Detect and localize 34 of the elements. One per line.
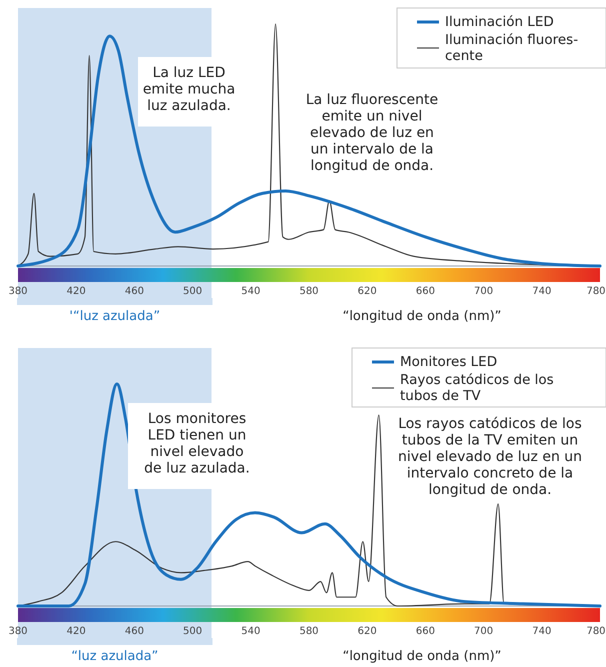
x-tick-label: 580: [299, 626, 319, 637]
x-tick-label: 780: [586, 286, 606, 297]
x-tick-label: 500: [183, 626, 202, 637]
legend-label: Iluminación LED: [445, 14, 554, 30]
annotation: Los rayos catódicos de los tubos de la TV emiten un nivel elevado de luz en un intervalo concreto de la longitud de onda.: [398, 416, 582, 498]
x-tick-label: 540: [241, 286, 260, 297]
annotation: Los monitores LED tienen un nivel elevado de luz azulada.: [144, 411, 250, 477]
x-tick-label: 380: [8, 626, 28, 637]
x-tick-label: 540: [241, 626, 260, 637]
x-axis-title: “longitud de onda (nm)”: [342, 309, 502, 324]
x-tick-label: 460: [124, 626, 144, 637]
x-tick-label: 700: [474, 626, 494, 637]
band-label: '“luz azulada”: [69, 309, 160, 324]
x-tick-label: 380: [8, 286, 28, 297]
legend-label: Monitores LED: [400, 354, 498, 370]
x-tick-label: 460: [124, 286, 144, 297]
x-tick-label: 740: [532, 626, 552, 637]
annotation: La luz LED emite mucha luz azulada.: [142, 65, 236, 114]
x-tick-label: 660: [416, 626, 435, 637]
x-tick-label: 740: [532, 286, 552, 297]
x-tick-label: 420: [66, 286, 86, 297]
x-tick-label: 420: [66, 626, 86, 637]
x-tick-label: 620: [358, 286, 377, 297]
x-tick-label: 620: [358, 626, 377, 637]
legend-label: Rayos catódicos de los tubos de TV: [400, 372, 554, 404]
x-tick-label: 660: [416, 286, 435, 297]
legend-label: Iluminación fluores- cente: [445, 32, 578, 64]
x-tick-label: 700: [474, 286, 494, 297]
x-tick-label: 500: [183, 286, 202, 297]
x-tick-label: 780: [586, 626, 606, 637]
x-axis-title: “longitud de onda (nm)”: [342, 649, 502, 664]
band-label: “luz azulada”: [71, 649, 158, 664]
x-tick-label: 580: [299, 286, 319, 297]
annotation: La luz fluorescente emite un nivel elevado de luz en un intervalo de la longitud de onda.: [306, 92, 438, 174]
